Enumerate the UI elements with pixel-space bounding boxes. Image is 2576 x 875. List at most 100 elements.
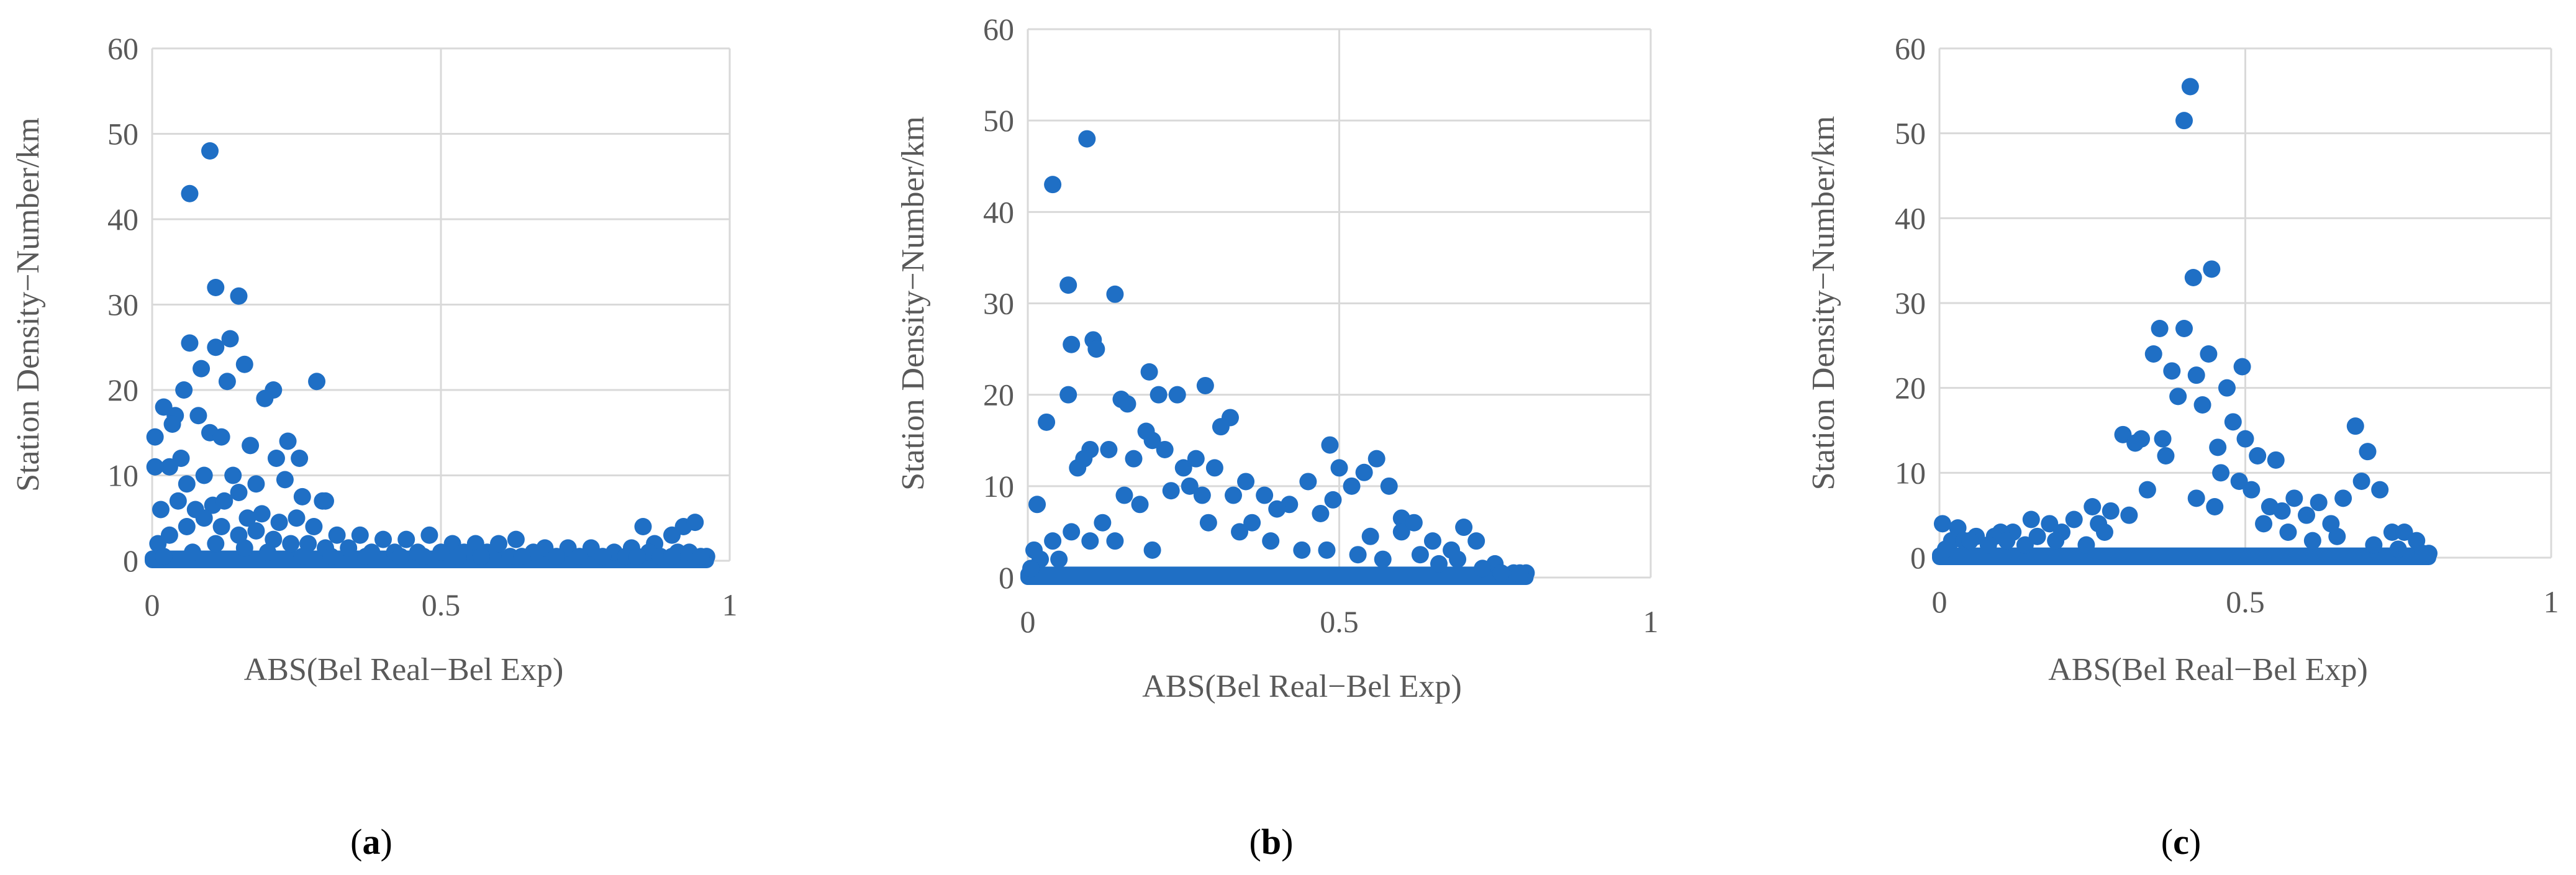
data-point [1156,440,1174,458]
data-point [2267,451,2285,469]
data-point [2310,494,2328,512]
data-point [2163,362,2181,380]
data-point [1059,276,1077,294]
data-point [1224,486,1242,504]
data-point [181,334,199,352]
data-point [1392,523,1410,541]
data-point [305,518,323,535]
data-point [2102,502,2120,520]
data-point [1212,418,1230,436]
data-point [230,484,248,501]
data-point [235,539,253,557]
data-point [1961,532,1979,550]
data-point [253,505,271,523]
y-tick-label: 20 [983,378,1014,412]
data-point [449,548,467,566]
data-point [2095,524,2113,541]
data-point [2218,379,2236,397]
data-point [2236,430,2254,448]
data-point [212,428,230,446]
data-point [1106,532,1124,550]
data-point [1449,550,1467,568]
data-point [235,355,253,373]
y-tick-label: 40 [107,202,138,237]
data-point [2243,481,2261,499]
data-point [172,450,190,467]
data-point [193,360,211,378]
x-tick-label: 1 [1643,604,1659,639]
data-point [2285,489,2303,507]
data-point [317,492,334,510]
y-axis-title: Station Density−Number/km [896,116,931,491]
data-point [1293,541,1311,559]
y-tick-label: 0 [999,560,1014,595]
data-point [1349,546,1367,564]
y-tick-label: 50 [983,103,1014,138]
y-tick-label: 40 [1895,201,1926,235]
data-point [322,548,340,566]
data-point [282,535,300,553]
data-point [1125,450,1143,468]
data-point [1038,413,1056,431]
data-point [207,279,225,296]
data-point [2154,430,2172,448]
data-point [1411,546,1429,564]
data-point [1262,532,1280,550]
panel-label: (c) [2161,822,2201,862]
data-point [1162,482,1180,500]
data-point [2181,78,2199,96]
data-point [2193,396,2211,414]
data-point [1430,555,1448,573]
data-point [1115,486,1133,504]
y-tick-label: 10 [107,458,138,493]
data-point [1380,477,1398,495]
data-point [2346,417,2364,435]
data-point [207,338,225,356]
data-point [2365,536,2383,554]
data-point [2120,506,2138,524]
data-point [1474,560,1492,578]
data-point [2047,532,2065,550]
data-point [1081,532,1099,550]
data-point [2065,510,2083,528]
y-tick-label: 30 [107,288,138,322]
data-point [2184,269,2202,286]
data-point [1168,386,1186,404]
y-tick-label: 60 [107,31,138,66]
data-point [1423,532,1441,550]
data-point [2249,447,2267,465]
data-point [184,543,202,561]
data-point [2206,498,2224,515]
data-point [181,184,199,202]
data-point [279,432,297,450]
gridlines [151,47,731,562]
data-point [146,428,164,446]
data-point [1455,519,1473,537]
data-point [146,458,164,476]
data-point [2022,510,2040,528]
y-tick-label: 0 [1910,540,1926,575]
data-point [224,466,242,484]
data-point [2175,320,2193,337]
data-point [1022,560,1040,578]
panel-label: (b) [1249,822,1294,862]
data-point [1050,550,1068,568]
data-point [2151,320,2169,337]
y-tick-label: 60 [983,12,1014,47]
data-point [201,142,219,160]
data-point [2389,540,2407,558]
x-tick-label: 0 [1020,604,1036,639]
data-point [571,548,589,566]
data-point [1405,514,1423,532]
data-point [2212,464,2230,482]
data-point [1174,459,1192,477]
data-point [1143,541,1161,559]
x-tick-label: 1 [2544,584,2559,619]
data-point [2279,524,2297,541]
data-point [152,501,170,519]
data-point [1243,514,1261,532]
data-point [1193,486,1211,504]
data-point [1140,363,1158,381]
data-point [1312,504,1330,522]
data-point [215,492,234,510]
